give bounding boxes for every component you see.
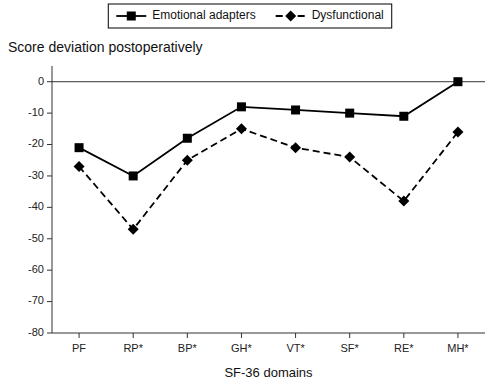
point (75, 143, 84, 152)
legend-marker (127, 12, 136, 21)
point (128, 224, 139, 235)
y-tick-label: -30 (28, 169, 44, 181)
x-tick-label: MH* (447, 342, 469, 354)
point (237, 102, 246, 111)
point (236, 123, 247, 134)
y-tick-label: -10 (28, 106, 44, 118)
x-tick (349, 333, 350, 338)
legend-marker (285, 11, 296, 22)
y-tick-label: -80 (28, 326, 44, 338)
plot-area (74, 77, 464, 235)
y-axis-label: Score deviation postoperatively (8, 39, 203, 55)
point (399, 112, 408, 121)
y-tick-label: -50 (28, 232, 44, 244)
x-tick (295, 333, 296, 338)
x-tick (457, 333, 458, 338)
x-tick (79, 333, 80, 338)
point (452, 126, 463, 137)
chart: 0 -10 -20 -30 -40 -50 -60 -70 -80 PF RP* BP* GH* VT* S… (0, 0, 500, 391)
point (182, 155, 193, 166)
x-tick-label: RP* (123, 342, 143, 354)
x-tick (133, 333, 134, 338)
legend-item: Emotional adapters (116, 8, 255, 22)
y-tick (47, 175, 52, 176)
x-tick-label: GH* (231, 342, 253, 354)
y-tick-label: -20 (28, 137, 44, 149)
y-axis-line (52, 66, 53, 333)
y-tick-label: -40 (28, 200, 44, 212)
axes: 0 -10 -20 -30 -40 -50 -60 -70 -80 PF RP* BP* GH* VT* S… (28, 66, 485, 354)
point (398, 196, 409, 207)
y-tick (47, 144, 52, 145)
legend-label: Dysfunctional (312, 8, 384, 22)
point (291, 105, 300, 114)
series (75, 77, 463, 180)
y-tick (47, 81, 52, 82)
y-tick (47, 113, 52, 114)
point (345, 109, 354, 118)
x-tick-label: BP* (178, 342, 198, 354)
x-tick (241, 333, 242, 338)
line (79, 82, 458, 176)
x-tick (187, 333, 188, 338)
point (344, 152, 355, 163)
zero-line (52, 81, 485, 82)
legend-box (108, 4, 391, 28)
legend-item: Dysfunctional (276, 8, 384, 22)
series (74, 123, 464, 235)
y-tick (47, 333, 52, 334)
point (74, 161, 85, 172)
x-tick (403, 333, 404, 338)
x-axis-label: SF-36 domains (224, 365, 313, 380)
point (453, 77, 462, 86)
y-tick-label: 0 (38, 75, 44, 87)
y-tick (47, 207, 52, 208)
point (129, 171, 138, 180)
y-tick-label: -60 (28, 263, 44, 275)
x-tick-label: PF (72, 342, 86, 354)
x-tick-label: SF* (341, 342, 360, 354)
legend: Emotional adapters Dysfunctional (108, 4, 391, 28)
y-tick (47, 270, 52, 271)
x-tick-label: RE* (394, 342, 414, 354)
y-tick (47, 238, 52, 239)
point (183, 134, 192, 143)
y-tick-label: -70 (28, 294, 44, 306)
line (79, 129, 458, 230)
x-tick-label: VT* (286, 342, 305, 354)
x-axis-line (52, 333, 485, 334)
legend-label: Emotional adapters (152, 8, 255, 22)
y-tick (47, 301, 52, 302)
point (290, 142, 301, 153)
